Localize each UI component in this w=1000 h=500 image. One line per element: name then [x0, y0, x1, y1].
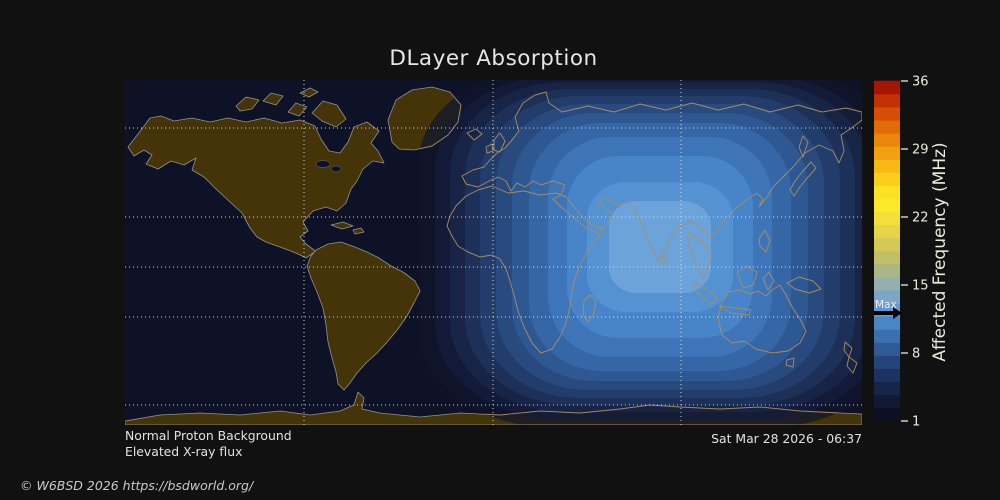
lat-lon-gridlines	[125, 80, 862, 425]
timestamp-text: Sat Mar 28 2026 - 06:37	[711, 431, 862, 446]
svg-text:22: 22	[912, 211, 929, 226]
svg-text:8: 8	[912, 347, 920, 362]
page-title: DLayer Absorption	[389, 46, 598, 71]
xray-status-text: Elevated X-ray flux	[125, 444, 243, 459]
proton-status-text: Normal Proton Background	[125, 428, 292, 443]
svg-text:1: 1	[912, 415, 920, 430]
svg-text:15: 15	[912, 279, 929, 294]
status-block: Normal Proton Background Elevated X-ray …	[125, 428, 292, 460]
colorbar-axis-label: Affected Frequency (MHz)	[930, 142, 950, 362]
max-arrow-icon	[874, 307, 902, 319]
svg-text:36: 36	[912, 75, 929, 90]
svg-text:29: 29	[912, 143, 929, 158]
max-marker-label: Max	[875, 299, 897, 311]
colorbar-gradient	[874, 80, 900, 422]
daylight-absorption-contours	[418, 80, 862, 425]
copyright-text: © W6BSD 2026 https://bsdworld.org/	[20, 478, 254, 493]
colorbar-ticks: 36 29 22 15 8 1	[901, 75, 929, 430]
lakes	[315, 160, 342, 173]
